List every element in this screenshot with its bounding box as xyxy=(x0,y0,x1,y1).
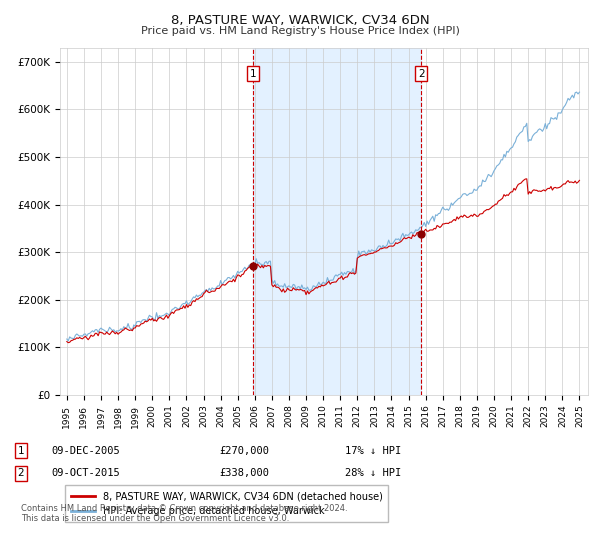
Text: 28% ↓ HPI: 28% ↓ HPI xyxy=(345,468,401,478)
Text: 09-OCT-2015: 09-OCT-2015 xyxy=(51,468,120,478)
Text: 2: 2 xyxy=(418,69,425,79)
Text: £270,000: £270,000 xyxy=(219,446,269,456)
Text: 1: 1 xyxy=(17,446,25,456)
Text: £338,000: £338,000 xyxy=(219,468,269,478)
Text: 2: 2 xyxy=(17,468,25,478)
Text: Price paid vs. HM Land Registry's House Price Index (HPI): Price paid vs. HM Land Registry's House … xyxy=(140,26,460,36)
Bar xyxy=(253,48,421,395)
Text: Contains HM Land Registry data © Crown copyright and database right 2024.
This d: Contains HM Land Registry data © Crown c… xyxy=(21,504,347,524)
Text: 1: 1 xyxy=(250,69,257,79)
Legend: 8, PASTURE WAY, WARWICK, CV34 6DN (detached house), HPI: Average price, detached: 8, PASTURE WAY, WARWICK, CV34 6DN (detac… xyxy=(65,486,388,522)
Text: 17% ↓ HPI: 17% ↓ HPI xyxy=(345,446,401,456)
Text: 09-DEC-2005: 09-DEC-2005 xyxy=(51,446,120,456)
Text: 8, PASTURE WAY, WARWICK, CV34 6DN: 8, PASTURE WAY, WARWICK, CV34 6DN xyxy=(170,14,430,27)
